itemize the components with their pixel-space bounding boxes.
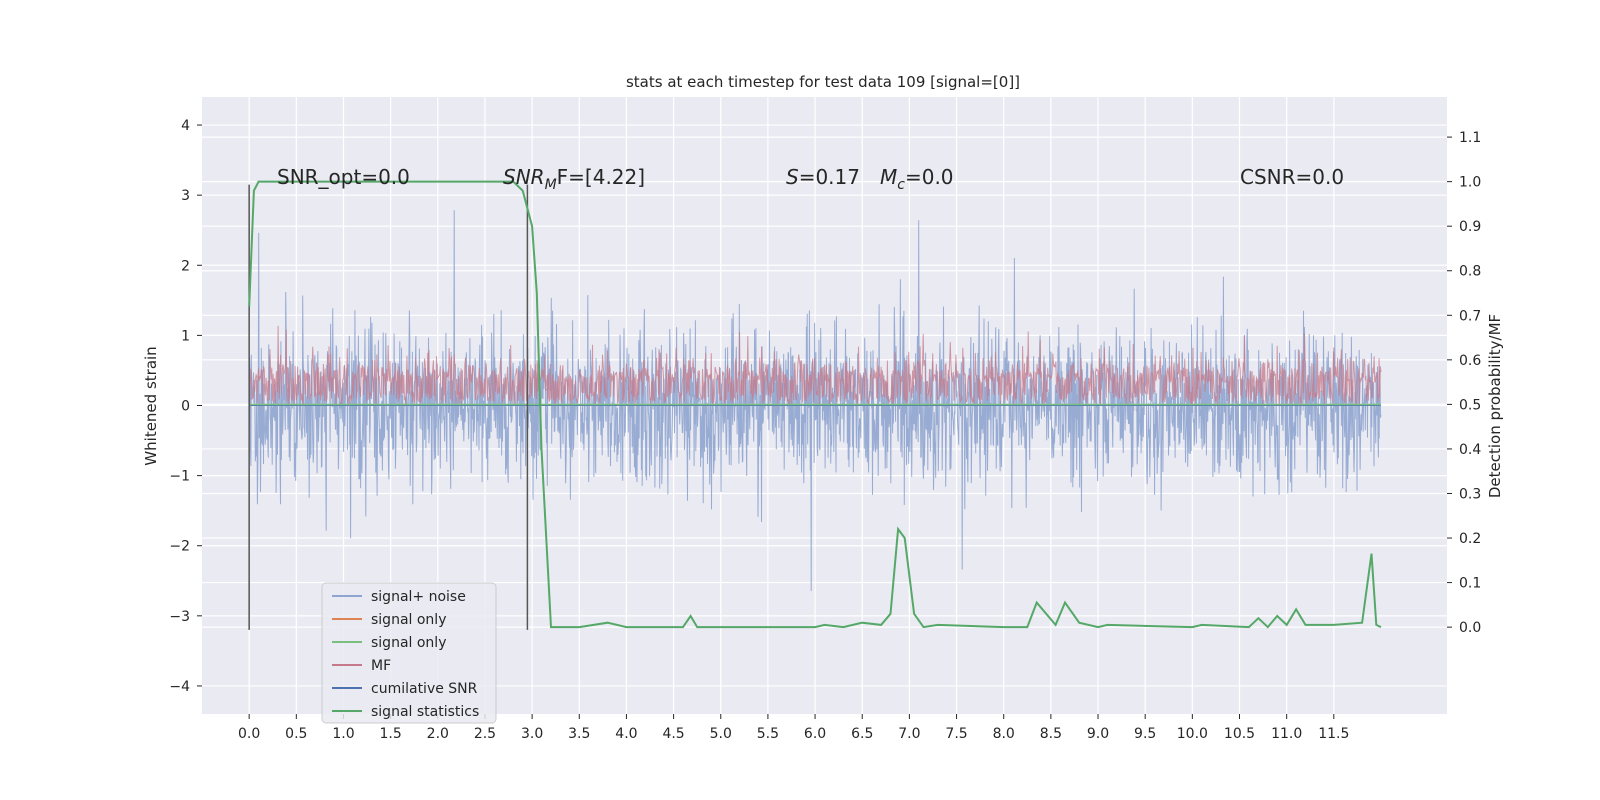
x-tick-label: 7.0 (898, 726, 920, 742)
y2-tick-label: 0.2 (1459, 531, 1481, 547)
x-tick-label: 2.0 (427, 726, 449, 742)
annotation-mc-sub: c (897, 177, 905, 193)
annotation-csnr: CSNR=0.0 (1240, 165, 1344, 189)
y2-tick-label: 0.6 (1459, 353, 1481, 369)
x-tick-label: 8.0 (993, 726, 1015, 742)
x-tick-label: 1.5 (380, 726, 402, 742)
annotation-mc-label: M (880, 165, 897, 189)
annotation-snr-mf-rest: F=[4.22] (557, 165, 645, 189)
x-tick-label: 9.5 (1134, 726, 1156, 742)
y-tick-label: 3 (181, 188, 190, 204)
annotation-snr-mf-sub: M (545, 177, 557, 193)
mf-line (249, 325, 1382, 406)
x-tick-label: 10.5 (1224, 726, 1255, 742)
vertical-markers (248, 184, 529, 630)
x-tick-label: 6.0 (804, 726, 826, 742)
y2-axis-label: Detection probability/MF (1486, 314, 1504, 498)
y-axis-ticks: 4 3 2 1 0 −1 −2 −3 −4 (169, 118, 202, 695)
x-tick-label: 5.5 (757, 726, 779, 742)
x-tick-label: 8.5 (1040, 726, 1062, 742)
y-tick-label: −4 (169, 679, 190, 695)
annotation-snr-mf: SNRMF=[4.22] (503, 165, 645, 193)
x-tick-label: 3.5 (568, 726, 590, 742)
series-flat-lines (249, 403, 1381, 406)
x-tick-label: 11.5 (1318, 726, 1349, 742)
x-tick-label: 7.5 (945, 726, 967, 742)
annotation-snr-opt: SNR_opt=0.0 (277, 165, 410, 189)
y2-tick-label: 0.8 (1459, 264, 1481, 280)
x-tick-label: 0.0 (238, 726, 260, 742)
y2-tick-label: 0.4 (1459, 442, 1481, 458)
annotation-mc-value: =0.0 (905, 165, 954, 189)
y2-tick-label: 0.3 (1459, 486, 1481, 502)
x-tick-label: 6.5 (851, 726, 873, 742)
y2-tick-label: 1.1 (1459, 130, 1481, 146)
y-tick-label: 2 (181, 258, 190, 274)
legend-label: signal+ noise (371, 589, 466, 605)
annotation-mc: Mc=0.0 (880, 165, 954, 193)
x-tick-label: 2.5 (474, 726, 496, 742)
y-axis-label: Whitened strain (142, 346, 160, 465)
x-tick-label: 1.0 (332, 726, 354, 742)
legend-label: cumilative SNR (371, 681, 478, 697)
y2-tick-label: 1.0 (1459, 175, 1481, 191)
y2-tick-label: 0.5 (1459, 397, 1481, 413)
x-tick-label: 4.0 (615, 726, 637, 742)
x-tick-label: 3.0 (521, 726, 543, 742)
y2-axis-ticks: 1.1 1.0 0.9 0.8 0.7 0.6 0.5 0.4 0.3 0.2 0.1 0.0 (1447, 130, 1481, 636)
y-tick-label: −2 (169, 539, 190, 555)
legend: signal+ noise signal only signal only MF cum… (321, 582, 497, 724)
annotation-s-label: S (786, 165, 799, 189)
legend-label: signal only (371, 635, 446, 651)
x-axis-ticks: 0.0 0.5 1.0 1.5 2.0 2.5 3.0 3.5 4.0 4.5 5.0 5.5 6.0 6… (238, 714, 1349, 742)
series-signal-statistics (248, 180, 1382, 629)
y2-tick-label: 0.9 (1459, 219, 1481, 235)
annotation-s: S=0.17 (786, 165, 860, 189)
x-tick-label: 10.0 (1177, 726, 1208, 742)
x-tick-label: 0.5 (285, 726, 307, 742)
y-tick-label: 1 (181, 328, 190, 344)
legend-label: signal statistics (371, 704, 479, 720)
y2-tick-label: 0.1 (1459, 576, 1481, 592)
series-mf (249, 325, 1382, 406)
annotation-s-value: =0.17 (799, 165, 860, 189)
x-tick-label: 9.0 (1087, 726, 1109, 742)
signal-statistics-line (248, 180, 1382, 629)
y-tick-label: −3 (169, 609, 190, 625)
x-tick-label: 4.5 (662, 726, 684, 742)
y2-tick-label: 0.0 (1459, 620, 1481, 636)
y2-tick-label: 0.7 (1459, 308, 1481, 324)
legend-label: signal only (371, 612, 446, 628)
y-tick-label: 0 (181, 399, 190, 415)
chart-title: stats at each timestep for test data 109… (626, 73, 1020, 91)
legend-box (321, 582, 497, 724)
y-tick-label: 4 (181, 118, 190, 134)
x-tick-label: 5.0 (710, 726, 732, 742)
annotation-snr-mf-main: SNR (503, 165, 545, 189)
y-tick-label: −1 (169, 469, 190, 485)
x-tick-label: 11.0 (1271, 726, 1302, 742)
legend-label: MF (371, 658, 391, 674)
